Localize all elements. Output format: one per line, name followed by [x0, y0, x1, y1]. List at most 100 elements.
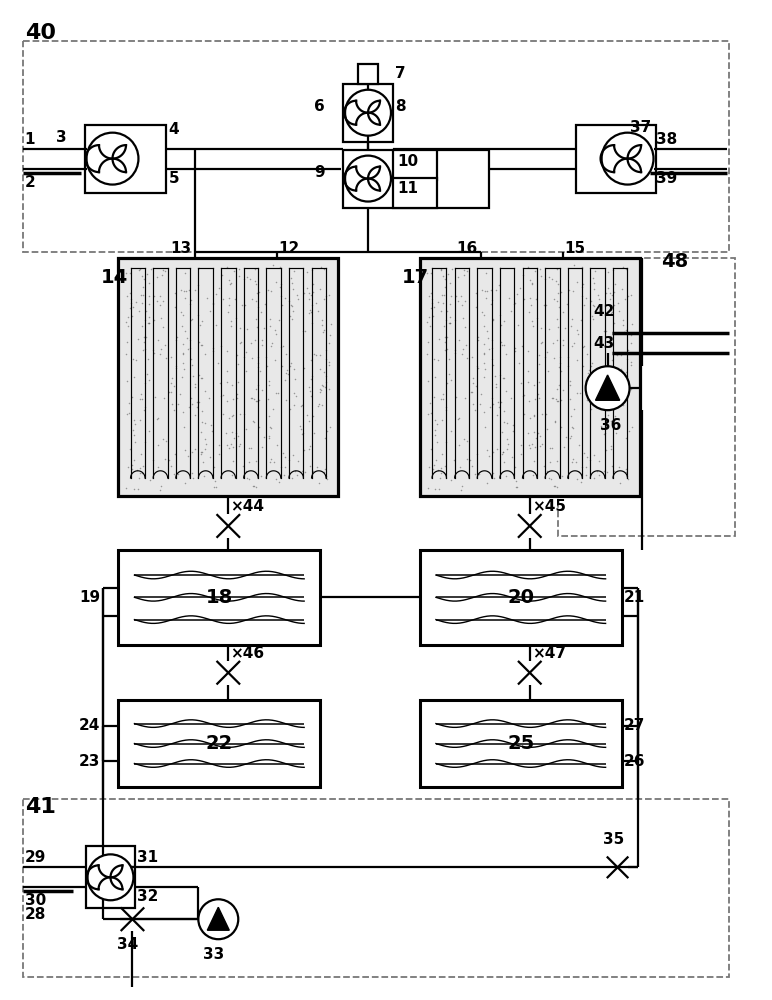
Point	[279, 392, 292, 408]
Point	[518, 291, 530, 307]
Point	[607, 262, 619, 278]
Point	[546, 440, 558, 456]
Point	[127, 299, 139, 315]
Point	[443, 351, 455, 367]
Point	[195, 424, 207, 440]
Point	[246, 350, 259, 366]
Point	[525, 276, 537, 292]
Point	[323, 354, 335, 370]
Point	[203, 390, 215, 406]
Point	[262, 430, 275, 446]
Point	[276, 338, 289, 354]
Point	[320, 471, 333, 487]
Text: 11: 11	[397, 181, 418, 196]
Point	[300, 280, 313, 296]
Text: 7: 7	[395, 66, 405, 81]
Point	[533, 428, 546, 444]
Point	[223, 297, 235, 313]
Point	[454, 459, 466, 475]
Point	[514, 437, 527, 453]
Point	[208, 479, 220, 495]
Point	[191, 399, 204, 415]
Point	[612, 459, 625, 475]
Point	[151, 410, 164, 426]
Point	[497, 414, 510, 430]
Point	[598, 426, 610, 442]
Point	[469, 466, 482, 482]
Point	[475, 386, 487, 402]
Point	[123, 405, 135, 421]
Point	[584, 452, 597, 468]
Point	[550, 293, 563, 309]
Point	[147, 345, 160, 361]
Point	[249, 332, 262, 348]
Point	[141, 351, 154, 367]
Text: ×47: ×47	[532, 646, 566, 661]
Point	[423, 288, 435, 304]
Point	[199, 441, 212, 457]
Point	[290, 388, 303, 404]
Point	[478, 336, 490, 352]
Point	[425, 265, 438, 281]
Point	[570, 454, 582, 470]
Point	[476, 304, 489, 320]
Point	[292, 291, 304, 307]
Point	[431, 434, 443, 450]
Text: 5: 5	[168, 171, 179, 186]
Point	[129, 434, 141, 450]
Point	[455, 482, 468, 498]
Point	[486, 390, 499, 406]
Point	[584, 293, 597, 309]
Point	[621, 468, 634, 484]
Point	[530, 291, 543, 307]
Point	[438, 465, 450, 481]
Point	[535, 436, 547, 452]
Point	[532, 386, 544, 402]
Point	[549, 414, 561, 430]
Point	[259, 296, 271, 312]
Point	[578, 338, 591, 354]
Point	[585, 308, 598, 324]
Point	[547, 390, 559, 406]
Point	[566, 338, 578, 354]
Point	[242, 269, 254, 285]
Point	[625, 381, 637, 397]
Point	[422, 480, 434, 496]
Text: 23: 23	[80, 754, 100, 769]
Point	[157, 293, 169, 309]
Point	[165, 375, 178, 391]
Point	[123, 395, 135, 411]
Point	[185, 340, 197, 356]
Text: 27: 27	[624, 718, 645, 733]
Point	[437, 295, 449, 311]
Point	[136, 268, 148, 284]
Point	[522, 259, 534, 275]
Point	[494, 334, 506, 350]
Point	[617, 382, 629, 398]
Point	[429, 427, 442, 443]
Point	[435, 412, 448, 428]
Text: 29: 29	[25, 850, 46, 865]
Point	[127, 412, 140, 428]
Point	[324, 327, 337, 343]
Point	[435, 460, 448, 476]
Point	[437, 386, 449, 402]
Text: ×44: ×44	[230, 499, 264, 514]
Point	[523, 363, 535, 379]
Point	[250, 393, 262, 409]
Text: 40: 40	[25, 23, 56, 43]
Text: 20: 20	[507, 588, 534, 607]
Point	[564, 391, 576, 407]
Point	[284, 308, 296, 324]
Point	[124, 441, 136, 457]
Point	[587, 298, 600, 314]
Point	[171, 332, 183, 348]
Text: 28: 28	[25, 907, 46, 922]
Point	[323, 335, 336, 351]
Text: 32: 32	[137, 889, 159, 904]
Point	[533, 347, 545, 363]
Point	[608, 463, 620, 479]
Point	[318, 364, 330, 380]
Point	[450, 389, 462, 405]
Point	[518, 406, 530, 422]
